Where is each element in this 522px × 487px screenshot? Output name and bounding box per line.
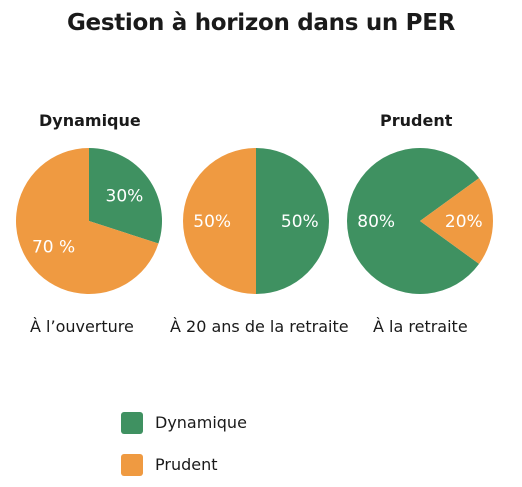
pie-1-caption: À l’ouverture: [30, 317, 134, 336]
pie-2-slice-prudent: [183, 148, 256, 294]
legend-swatch-prudent: [121, 454, 143, 476]
legend-label-prudent: Prudent: [155, 455, 218, 474]
pie-2-slice-dynamique: [256, 148, 329, 294]
legend-swatch-dynamique: [121, 412, 143, 434]
legend-label-dynamique: Dynamique: [155, 413, 247, 432]
pie-3-caption: À la retraite: [373, 317, 468, 336]
pie-1-slice-prudent: [15, 148, 159, 294]
pie-3-label-prudent: 20%: [445, 212, 483, 232]
pie-1-label-dynamique: 30%: [106, 186, 144, 206]
pie-2-label-dynamique: 50%: [281, 212, 319, 232]
pie-1-label-prudent: 70 %: [32, 238, 75, 258]
pie-3-slice-prudent: [420, 178, 493, 264]
pie-3-heading: Prudent: [380, 111, 453, 130]
pie-3-slice-dynamique: [346, 148, 480, 294]
chart-title: Gestion à horizon dans un PER: [66, 10, 456, 36]
pie-2-caption: À 20 ans de la retraite: [170, 317, 349, 336]
pie-1-slice-dynamique: [89, 148, 162, 244]
pie-2-label-prudent: 50%: [193, 212, 231, 232]
pie-3-label-dynamique: 80%: [357, 212, 395, 232]
pie-1-heading: Dynamique: [39, 111, 141, 130]
